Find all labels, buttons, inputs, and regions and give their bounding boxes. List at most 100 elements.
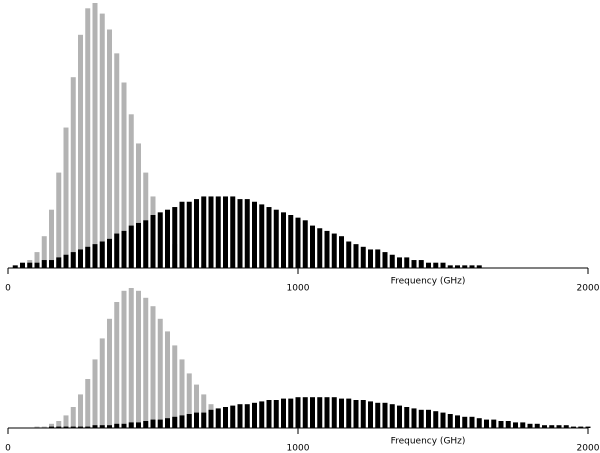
stick xyxy=(165,209,170,268)
stick xyxy=(397,257,402,268)
stick xyxy=(484,419,489,428)
stick xyxy=(505,421,511,428)
stick xyxy=(556,425,562,428)
stick xyxy=(85,379,91,428)
stick xyxy=(70,77,76,268)
stick xyxy=(389,254,395,268)
stick xyxy=(208,409,214,428)
stick xyxy=(136,290,141,428)
stick xyxy=(585,426,591,428)
stick xyxy=(136,143,141,268)
stick xyxy=(92,244,98,268)
stick xyxy=(368,249,373,268)
stick xyxy=(404,257,410,268)
stick xyxy=(353,400,359,428)
stick xyxy=(85,246,91,268)
stick xyxy=(92,359,98,428)
stick xyxy=(63,127,69,268)
stick xyxy=(114,302,120,428)
stick xyxy=(520,422,526,428)
stick xyxy=(136,422,141,428)
stick xyxy=(578,426,584,428)
stick xyxy=(549,425,555,428)
stick xyxy=(469,265,475,268)
stick xyxy=(172,416,178,428)
stick xyxy=(273,209,279,268)
stick xyxy=(56,257,62,268)
stick xyxy=(433,262,439,268)
stick xyxy=(476,265,482,268)
stick xyxy=(99,241,105,268)
stick xyxy=(56,426,62,428)
stick xyxy=(49,423,54,428)
stick xyxy=(34,252,40,268)
stick xyxy=(411,408,417,428)
stick xyxy=(63,254,69,268)
stick xyxy=(266,207,272,268)
stick xyxy=(143,220,149,268)
stick xyxy=(331,397,337,428)
stick xyxy=(41,260,47,268)
stick xyxy=(418,260,424,268)
stick xyxy=(186,201,192,268)
stick xyxy=(92,425,98,428)
stick xyxy=(143,421,149,428)
stick xyxy=(353,244,359,268)
stick xyxy=(179,201,185,268)
stick xyxy=(85,426,91,428)
stick xyxy=(563,425,569,428)
x-axis-label: Frequency (GHz) xyxy=(391,437,466,447)
stick xyxy=(542,425,547,428)
stick xyxy=(513,422,518,428)
stick xyxy=(440,412,446,428)
stick xyxy=(201,196,207,268)
stick xyxy=(375,249,381,268)
stick xyxy=(194,384,199,428)
stick xyxy=(310,225,315,268)
stick xyxy=(165,418,170,428)
stick xyxy=(462,265,468,268)
stick xyxy=(302,397,308,428)
stick xyxy=(230,196,236,268)
stick xyxy=(252,201,257,268)
stick xyxy=(266,400,272,428)
stick xyxy=(121,82,127,268)
stick xyxy=(179,359,185,428)
stick xyxy=(259,401,265,428)
stick xyxy=(339,398,344,428)
stick xyxy=(78,426,83,428)
stick xyxy=(440,262,446,268)
stick xyxy=(469,416,475,428)
stick xyxy=(49,209,54,268)
stick xyxy=(418,409,424,428)
stick xyxy=(331,233,337,268)
stick xyxy=(12,265,18,268)
stick xyxy=(527,423,533,428)
stick xyxy=(157,419,163,428)
x-tick-label: 2000 xyxy=(577,444,600,453)
stick xyxy=(215,196,221,268)
stick xyxy=(295,397,301,428)
stick xyxy=(382,252,388,268)
x-tick-label: 1000 xyxy=(287,444,310,453)
stick xyxy=(397,405,402,428)
stick xyxy=(70,407,76,428)
stick xyxy=(368,401,373,428)
stick xyxy=(498,421,504,428)
stick xyxy=(491,419,497,428)
stick xyxy=(114,53,120,268)
stick xyxy=(324,397,330,428)
stick xyxy=(237,199,243,268)
stick xyxy=(165,331,170,428)
stick xyxy=(426,409,431,428)
stick xyxy=(49,260,54,268)
stick xyxy=(128,422,134,428)
stick xyxy=(41,426,47,428)
stick xyxy=(252,402,257,428)
stick xyxy=(208,196,214,268)
stick xyxy=(237,404,243,428)
stick xyxy=(136,222,141,268)
stick xyxy=(389,404,395,428)
stick xyxy=(157,212,163,268)
